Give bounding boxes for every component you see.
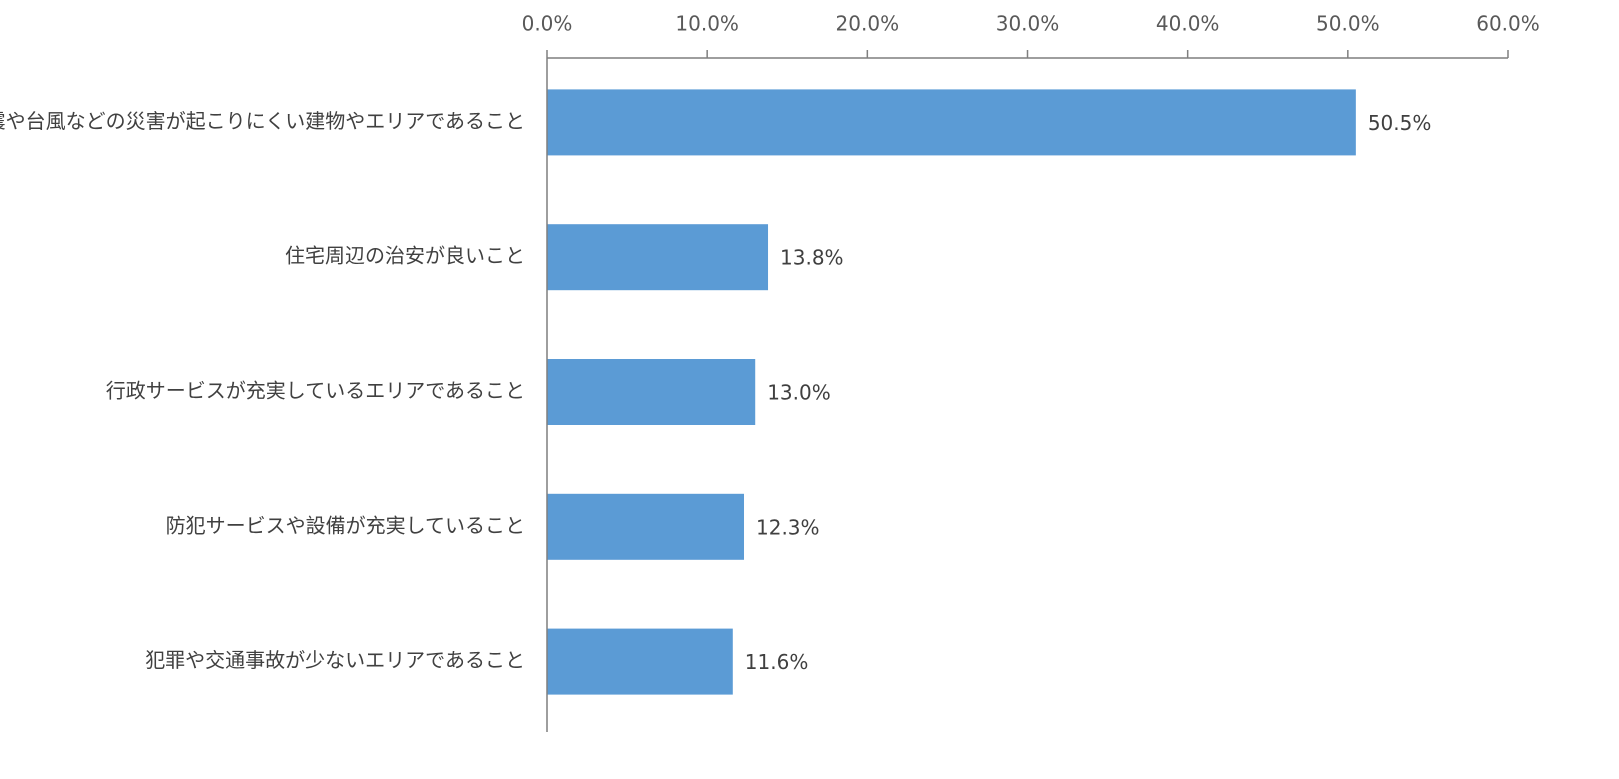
bar [547,359,756,425]
category-label: 防犯サービスや設備が充実していること [166,513,525,537]
x-tick-label: 50.0% [1316,12,1380,36]
bar [547,89,1356,156]
x-tick-label: 60.0% [1476,12,1540,36]
data-label: 11.6% [745,650,809,674]
bar [547,493,745,560]
data-label: 13.0% [767,381,831,405]
category-label: 地震や台風などの災害が起こりにくい建物やエリアであること [0,109,525,133]
bar [547,628,733,695]
data-label: 50.5% [1368,111,1432,135]
x-tick-label: 0.0% [522,12,573,36]
data-label: 12.3% [756,515,820,539]
category-label: 住宅周辺の治安が良いこと [285,244,525,268]
category-label: 犯罪や交通事故が少ないエリアであること [145,648,525,672]
x-tick-label: 40.0% [1156,12,1220,36]
x-tick-label: 30.0% [996,12,1060,36]
category-label: 行政サービスが充実しているエリアであること [106,379,525,403]
data-label: 13.8% [780,246,844,270]
x-tick-label: 10.0% [675,12,739,36]
bar [547,224,769,291]
x-tick-label: 20.0% [836,12,900,36]
